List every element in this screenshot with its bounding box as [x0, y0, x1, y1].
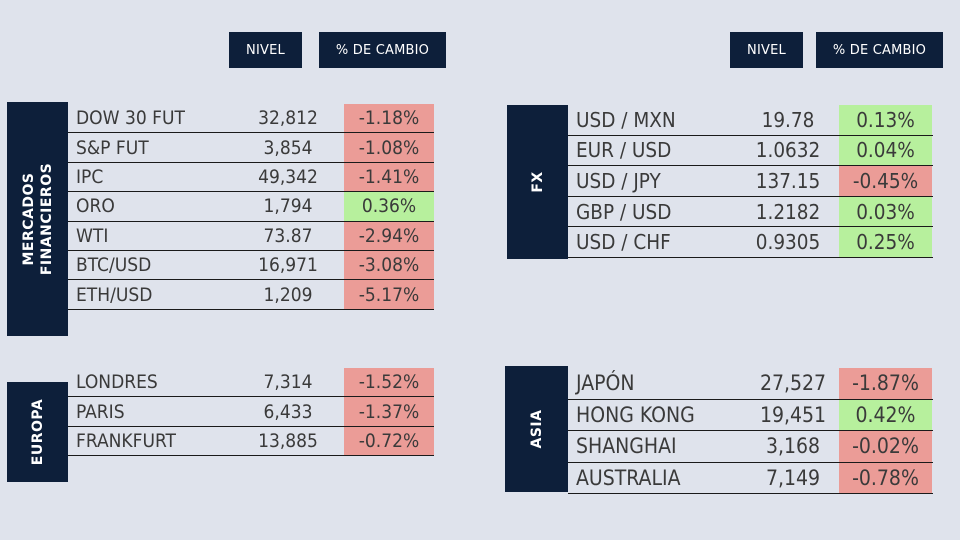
row-nivel: 3,168: [765, 434, 821, 459]
row-cambio: -0.02%: [839, 431, 932, 462]
row-name: USD / MXN: [576, 107, 676, 132]
row-nivel: 1,794: [263, 195, 313, 218]
row-name: JAPÓN: [576, 371, 635, 396]
row-cambio: -1.18%: [344, 104, 434, 133]
row-nivel: 19,451: [759, 402, 827, 427]
asia-label-text: ASIA: [528, 409, 545, 449]
row-name: IPC: [76, 165, 104, 188]
table-row: S&P FUT 3,854 -1.08%: [68, 133, 434, 163]
row-name: USD / JPY: [576, 168, 661, 193]
table-fx: USD / MXN 19.78 0.13% EUR / USD 1.0632 0.04% U…: [568, 105, 933, 258]
row-name: USD / CHF: [576, 230, 671, 255]
table-row: SHANGHAI 3,168 -0.02%: [568, 431, 933, 463]
row-name: BTC/USD: [76, 254, 152, 277]
row-name: HONG KONG: [576, 402, 695, 427]
fx-label-text: FX: [529, 171, 546, 193]
row-name: WTI: [76, 224, 109, 247]
section-label-europa: EUROPA: [7, 382, 68, 482]
section-label-mercados: MERCADOS FINANCIEROS: [7, 102, 68, 336]
row-cambio: 0.03%: [839, 196, 932, 227]
row-name: LONDRES: [76, 371, 158, 394]
row-nivel: 27,527: [759, 371, 827, 396]
row-name: AUSTRALIA: [576, 466, 681, 491]
row-cambio: -1.41%: [344, 162, 434, 192]
mercados-label-text: MERCADOS FINANCIEROS: [20, 162, 55, 276]
table-row: USD / MXN 19.78 0.13%: [568, 105, 933, 136]
table-row: LONDRES 7,314 -1.52%: [68, 368, 434, 398]
row-cambio: -1.08%: [344, 133, 434, 162]
row-name: FRANKFURT: [76, 429, 176, 452]
row-nivel: 13,885: [258, 429, 318, 452]
table-row: ETH/USD 1,209 -5.17%: [68, 280, 434, 310]
row-cambio: 0.25%: [839, 227, 932, 257]
table-row: PARIS 6,433 -1.37%: [68, 397, 434, 427]
row-nivel: 1.0632: [755, 138, 821, 163]
row-cambio: -0.45%: [839, 166, 932, 196]
row-nivel: 32,812: [258, 107, 318, 130]
table-asia: JAPÓN 27,527 -1.87% HONG KONG 19,451 0.42% SHA…: [568, 368, 933, 495]
table-mercados: DOW 30 FUT 32,812 -1.18% S&P FUT 3,854 -1.08%…: [68, 104, 434, 310]
row-nivel: 7,314: [263, 371, 313, 394]
row-cambio: -1.52%: [344, 368, 434, 397]
row-nivel: 1,209: [263, 283, 313, 306]
table-row: IPC 49,342 -1.41%: [68, 162, 434, 193]
row-cambio: 0.36%: [344, 192, 434, 221]
row-cambio: 0.13%: [839, 105, 932, 135]
table-row: AUSTRALIA 7,149 -0.78%: [568, 462, 933, 495]
table-row: ORO 1,794 0.36%: [68, 192, 434, 222]
row-name: PARIS: [76, 400, 125, 423]
table-row: EUR / USD 1.0632 0.04%: [568, 135, 933, 167]
row-name: SHANGHAI: [576, 434, 677, 459]
table-row: USD / JPY 137.15 -0.45%: [568, 166, 933, 197]
row-cambio: -2.94%: [344, 221, 434, 250]
row-name: EUR / USD: [576, 138, 672, 163]
table-row: FRANKFURT 13,885 -0.72%: [68, 426, 434, 457]
header-cambio-right: % DE CAMBIO: [816, 32, 943, 68]
row-cambio: 0.42%: [839, 399, 932, 431]
header-cambio-left: % DE CAMBIO: [319, 32, 446, 68]
row-nivel: 49,342: [258, 165, 318, 188]
row-name: ETH/USD: [76, 283, 153, 306]
header-nivel-left: NIVEL: [229, 32, 302, 68]
row-nivel: 6,433: [263, 400, 313, 423]
row-cambio: -5.17%: [344, 280, 434, 309]
row-nivel: 0.9305: [755, 230, 821, 255]
row-nivel: 16,971: [258, 254, 318, 277]
row-cambio: -3.08%: [344, 250, 434, 280]
row-name: GBP / USD: [576, 199, 672, 224]
row-nivel: 3,854: [263, 136, 313, 159]
row-nivel: 1.2182: [755, 199, 821, 224]
row-nivel: 73.87: [263, 224, 313, 247]
row-cambio: -1.37%: [344, 397, 434, 426]
table-row: USD / CHF 0.9305 0.25%: [568, 227, 933, 258]
row-cambio: -0.72%: [344, 426, 434, 456]
row-name: S&P FUT: [76, 136, 149, 159]
table-row: BTC/USD 16,971 -3.08%: [68, 250, 434, 281]
table-row: DOW 30 FUT 32,812 -1.18%: [68, 104, 434, 134]
table-row: HONG KONG 19,451 0.42%: [568, 399, 933, 432]
row-name: ORO: [76, 195, 115, 218]
table-row: JAPÓN 27,527 -1.87%: [568, 368, 933, 400]
row-cambio: -0.78%: [839, 462, 932, 494]
table-europa: LONDRES 7,314 -1.52% PARIS 6,433 -1.37% FRANKF…: [68, 368, 434, 457]
europa-label-text: EUROPA: [29, 398, 46, 466]
section-label-asia: ASIA: [505, 366, 568, 492]
row-cambio: 0.04%: [839, 135, 932, 166]
row-cambio: -1.87%: [839, 368, 932, 399]
table-row: GBP / USD 1.2182 0.03%: [568, 196, 933, 228]
header-nivel-right: NIVEL: [730, 32, 803, 68]
row-nivel: 7,149: [765, 466, 821, 491]
row-nivel: 19.78: [761, 107, 815, 132]
table-row: WTI 73.87 -2.94%: [68, 221, 434, 251]
row-name: DOW 30 FUT: [76, 107, 185, 130]
row-nivel: 137.15: [755, 168, 821, 193]
section-label-fx: FX: [507, 105, 568, 259]
